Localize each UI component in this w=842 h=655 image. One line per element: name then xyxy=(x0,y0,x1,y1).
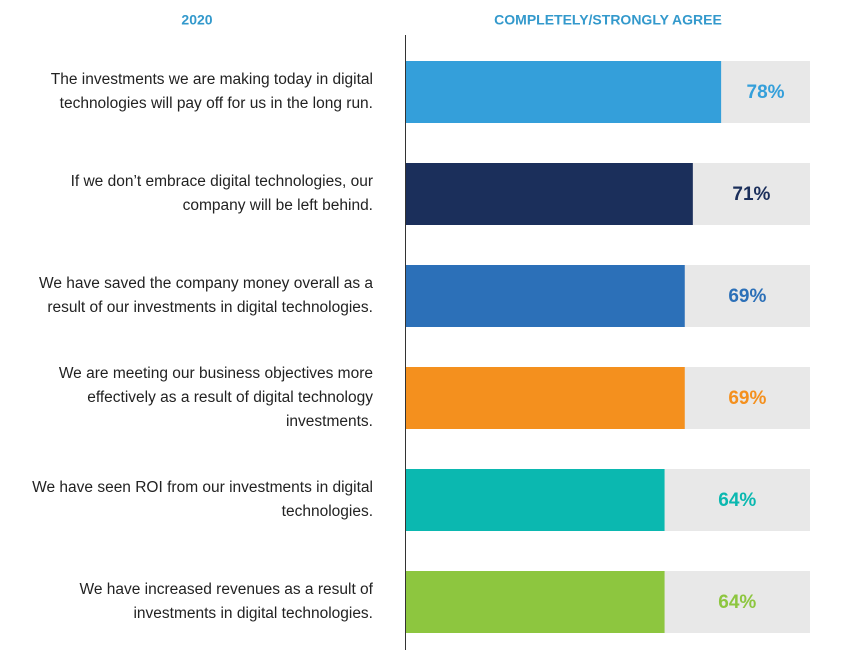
category-label: We have increased revenues as a result o… xyxy=(79,581,373,622)
category-label: We have seen ROI from our investments in… xyxy=(32,479,373,520)
category-label: We are meeting our business objectives m… xyxy=(58,365,373,430)
category-label: The investments we are making today in d… xyxy=(50,71,373,112)
value-label: 78% xyxy=(747,82,785,103)
category-header: 2020 xyxy=(181,12,212,28)
category-label: If we don’t embrace digital technologies… xyxy=(70,173,373,214)
bar xyxy=(406,571,665,633)
bar xyxy=(406,265,685,327)
bar xyxy=(406,61,722,123)
bar xyxy=(406,469,665,531)
value-label: 64% xyxy=(718,490,756,511)
value-label: 69% xyxy=(728,286,766,307)
bar xyxy=(406,367,685,429)
value-header: COMPLETELY/STRONGLY AGREE xyxy=(494,12,722,28)
value-label: 71% xyxy=(732,184,770,205)
bar xyxy=(406,163,693,225)
value-label: 64% xyxy=(718,592,756,613)
category-label: We have saved the company money overall … xyxy=(38,275,373,316)
value-label: 69% xyxy=(728,388,766,409)
